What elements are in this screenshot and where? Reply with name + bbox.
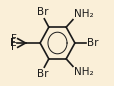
Text: Br: Br [37, 7, 49, 17]
Text: F: F [11, 42, 17, 52]
Text: NH₂: NH₂ [73, 67, 93, 77]
Text: NH₂: NH₂ [73, 9, 93, 19]
Text: F: F [10, 38, 16, 48]
Text: F: F [11, 34, 17, 44]
Text: Br: Br [87, 38, 98, 48]
Text: Br: Br [37, 69, 49, 79]
